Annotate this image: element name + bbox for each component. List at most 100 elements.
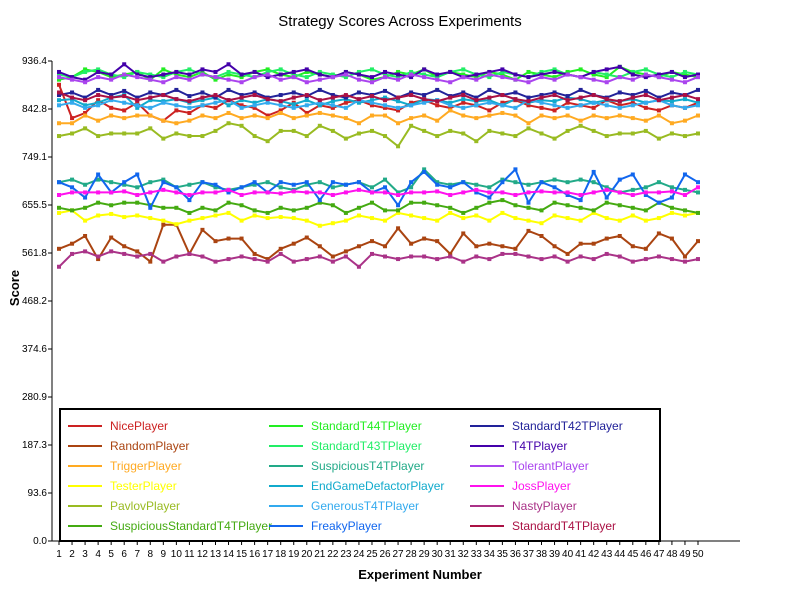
- data-point: [383, 254, 388, 259]
- data-point: [265, 190, 270, 195]
- data-point: [526, 254, 531, 259]
- data-point: [669, 90, 674, 95]
- data-point: [526, 200, 531, 205]
- legend-item: RandomPlayer: [68, 439, 189, 453]
- data-point: [304, 113, 309, 118]
- data-point: [304, 182, 309, 187]
- data-point: [500, 198, 505, 203]
- series-layer: [57, 62, 700, 269]
- data-point: [252, 100, 257, 105]
- data-point: [369, 216, 374, 221]
- data-point: [343, 93, 348, 98]
- data-point: [356, 69, 361, 74]
- data-point: [148, 126, 153, 131]
- data-point: [630, 116, 635, 121]
- data-point: [70, 190, 75, 195]
- data-point: [330, 192, 335, 197]
- data-point: [604, 67, 609, 72]
- x-tick-label: 6: [121, 549, 127, 560]
- data-point: [500, 180, 505, 185]
- data-point: [96, 98, 101, 103]
- legend-label: SuspiciousStandardT4TPlayer: [110, 519, 272, 533]
- data-point: [461, 72, 466, 77]
- data-point: [565, 180, 570, 185]
- data-point: [669, 205, 674, 210]
- data-point: [669, 121, 674, 126]
- data-point: [148, 90, 153, 95]
- data-point: [57, 69, 61, 74]
- legend-box: [59, 408, 661, 542]
- data-point: [330, 95, 335, 100]
- data-point: [565, 128, 570, 133]
- data-point: [148, 251, 153, 256]
- data-point: [474, 103, 479, 108]
- data-point: [148, 190, 153, 195]
- series-NicePlayer: [57, 82, 700, 123]
- data-point: [239, 98, 244, 103]
- data-point: [369, 67, 374, 72]
- data-point: [682, 69, 687, 74]
- data-point: [552, 90, 557, 95]
- x-tick-label: 24: [353, 549, 365, 560]
- data-point: [682, 72, 687, 77]
- data-point: [487, 200, 492, 205]
- data-point: [474, 116, 479, 121]
- data-point: [617, 113, 622, 118]
- data-point: [135, 98, 140, 103]
- data-point: [356, 180, 361, 185]
- data-point: [630, 77, 635, 82]
- data-point: [226, 98, 231, 103]
- data-point: [252, 257, 257, 262]
- data-point: [696, 257, 700, 262]
- data-point: [565, 216, 570, 221]
- data-point: [265, 100, 270, 105]
- chart-legend: NicePlayer RandomPlayer TriggerPlayer Teste…: [59, 408, 661, 542]
- data-point: [200, 69, 205, 74]
- data-point: [682, 254, 687, 259]
- data-point: [513, 246, 518, 251]
- data-point: [57, 82, 61, 87]
- series-line: [58, 223, 699, 264]
- data-point: [682, 75, 687, 80]
- data-point: [239, 192, 244, 197]
- data-point: [565, 72, 570, 77]
- data-point: [174, 205, 179, 210]
- data-point: [552, 200, 557, 205]
- data-point: [57, 134, 61, 139]
- data-point: [239, 254, 244, 259]
- series-line: [58, 167, 699, 211]
- y-tick-label: 468.2: [22, 296, 47, 307]
- x-tick-label: 33: [471, 549, 483, 560]
- data-point: [591, 257, 596, 262]
- series-line: [58, 186, 699, 197]
- data-point: [161, 177, 166, 182]
- data-point: [187, 134, 192, 139]
- data-point: [291, 95, 296, 100]
- data-point: [343, 182, 348, 187]
- data-point: [343, 116, 348, 121]
- data-point: [200, 254, 205, 259]
- data-point: [500, 251, 505, 256]
- data-point: [317, 180, 322, 185]
- data-point: [161, 136, 166, 141]
- data-point: [539, 95, 544, 100]
- data-point: [630, 95, 635, 100]
- legend-label: JossPlayer: [512, 479, 571, 493]
- data-point: [422, 200, 427, 205]
- data-point: [356, 97, 361, 102]
- data-point: [565, 105, 570, 110]
- data-point: [604, 187, 609, 192]
- data-point: [656, 180, 661, 185]
- data-point: [696, 97, 700, 102]
- data-point: [383, 105, 388, 110]
- data-point: [461, 97, 466, 102]
- data-point: [539, 100, 544, 105]
- data-point: [643, 93, 648, 98]
- data-point: [174, 69, 179, 74]
- data-point: [239, 105, 244, 110]
- data-point: [461, 67, 466, 72]
- data-point: [409, 103, 414, 108]
- x-tick-label: 27: [392, 549, 404, 560]
- data-point: [669, 257, 674, 262]
